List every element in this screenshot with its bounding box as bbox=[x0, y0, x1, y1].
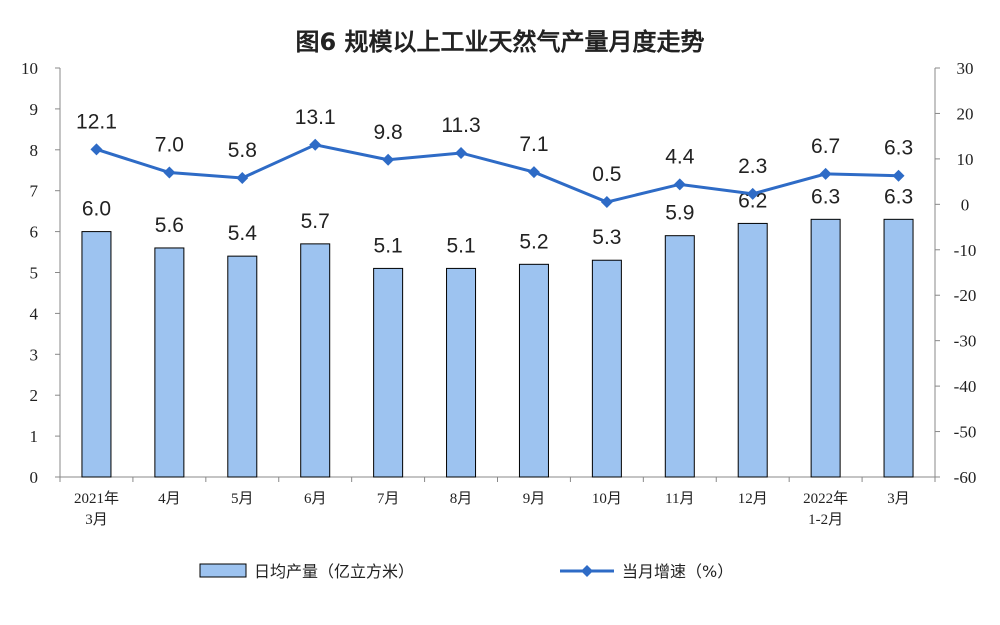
bar bbox=[518, 263, 549, 478]
bar-data-label: 6.0 bbox=[82, 198, 111, 221]
left-tick-label: 2 bbox=[30, 386, 39, 405]
line-data-label: 6.7 bbox=[811, 135, 840, 158]
x-tick-label: 9月 bbox=[523, 491, 546, 507]
left-tick-label: 10 bbox=[21, 59, 38, 78]
line-point-marker bbox=[382, 153, 395, 166]
x-tick-label: 7月 bbox=[377, 491, 400, 507]
x-tick-label: 2021年 bbox=[74, 490, 119, 507]
bar-data-label: 5.7 bbox=[301, 210, 330, 233]
line-data-label: 7.1 bbox=[519, 133, 548, 156]
bar bbox=[81, 231, 112, 478]
line-point-marker bbox=[819, 167, 832, 180]
x-tick-label: 2022年 bbox=[803, 490, 848, 507]
x-tick-label: 12月 bbox=[738, 491, 768, 507]
x-tick-label-line2: 3月 bbox=[85, 512, 108, 528]
line-point-marker bbox=[600, 196, 613, 209]
bar-data-label: 5.4 bbox=[228, 222, 258, 245]
line-point-marker bbox=[309, 138, 322, 151]
bar-data-label: 5.1 bbox=[374, 234, 403, 257]
left-tick-label: 1 bbox=[30, 427, 39, 446]
bar bbox=[373, 267, 404, 478]
left-tick-label: 6 bbox=[30, 223, 39, 242]
legend-line-label: 当月增速（%） bbox=[622, 562, 733, 581]
x-tick-label: 6月 bbox=[304, 491, 327, 507]
legend-bar-label: 日均产量（亿立方米） bbox=[254, 562, 414, 581]
x-tick-label: 3月 bbox=[887, 491, 910, 507]
left-tick-label: 8 bbox=[30, 141, 39, 160]
bar-data-label: 6.3 bbox=[884, 185, 913, 208]
right-tick-label: -50 bbox=[954, 423, 977, 442]
bar-data-label: 6.3 bbox=[811, 185, 840, 208]
left-tick-label: 4 bbox=[30, 304, 39, 323]
line-point-marker bbox=[746, 187, 759, 200]
right-tick-label: 0 bbox=[961, 195, 970, 214]
right-tick-label: 20 bbox=[957, 104, 974, 123]
line-point-marker bbox=[673, 178, 686, 191]
bar bbox=[883, 218, 914, 478]
bar-data-label: 5.6 bbox=[155, 214, 184, 237]
legend-bar-swatch bbox=[199, 563, 247, 578]
bar-data-label: 5.3 bbox=[592, 226, 621, 249]
bar bbox=[591, 259, 622, 478]
right-tick-label: -10 bbox=[954, 241, 977, 260]
x-tick-label: 4月 bbox=[158, 491, 181, 507]
left-tick-label: 0 bbox=[30, 468, 39, 487]
bar-series: 6.0 5.6 5.4 5.7 5.1 5.1 5.2 5.3 5.9 6.2 6.3 6.3 bbox=[81, 185, 914, 478]
x-tick-label: 5月 bbox=[231, 491, 254, 507]
line-point-marker bbox=[163, 166, 176, 179]
line-data-label: 7.0 bbox=[155, 134, 184, 157]
bar bbox=[154, 247, 185, 478]
bar-data-label: 5.2 bbox=[519, 230, 548, 253]
bar bbox=[810, 218, 841, 478]
right-tick-label: -30 bbox=[954, 332, 977, 351]
line-point-marker bbox=[892, 169, 905, 182]
line-data-label: 12.1 bbox=[76, 110, 117, 133]
bar bbox=[664, 235, 695, 478]
x-tick-label-line2: 1-2月 bbox=[808, 512, 843, 528]
legend-line-marker bbox=[581, 565, 593, 577]
left-tick-label: 3 bbox=[30, 345, 39, 364]
right-tick-label: -20 bbox=[954, 286, 977, 305]
right-tick-label: -40 bbox=[954, 377, 977, 396]
left-tick-label: 5 bbox=[30, 264, 39, 283]
x-tick-label: 8月 bbox=[450, 491, 473, 507]
line-data-label: 6.3 bbox=[884, 137, 913, 160]
right-tick-label: 10 bbox=[957, 150, 974, 169]
line-data-label: 2.3 bbox=[738, 155, 767, 178]
bar bbox=[737, 222, 768, 478]
bar bbox=[300, 243, 331, 478]
x-tick-label: 10月 bbox=[592, 491, 622, 507]
line-data-label: 5.8 bbox=[228, 139, 257, 162]
left-tick-label: 7 bbox=[30, 182, 39, 201]
line-point-marker bbox=[527, 166, 540, 179]
line-series: 12.1 7.0 5.8 13.1 9.8 11.3 7.1 0.5 4.4 2.3 6.7 6.3 bbox=[76, 106, 913, 209]
bar-data-label: 5.9 bbox=[665, 202, 694, 225]
line-point-marker bbox=[236, 171, 249, 184]
line-data-label: 0.5 bbox=[592, 163, 621, 186]
line-data-label: 13.1 bbox=[295, 106, 336, 129]
line-data-label: 9.8 bbox=[374, 121, 403, 144]
bar bbox=[446, 267, 477, 478]
x-tick-label: 11月 bbox=[665, 491, 694, 507]
line-data-label: 11.3 bbox=[441, 114, 480, 137]
bar-data-label: 5.1 bbox=[446, 234, 475, 257]
line-point-marker bbox=[455, 146, 468, 159]
right-tick-label: -60 bbox=[954, 468, 977, 487]
legend: 日均产量（亿立方米） 当月增速（%） bbox=[199, 562, 733, 581]
line-point-marker bbox=[90, 143, 103, 156]
chart-title: 图6 规模以上工业天然气产量月度走势 bbox=[295, 28, 704, 56]
right-tick-label: 30 bbox=[957, 59, 974, 78]
bar bbox=[227, 255, 258, 478]
left-tick-label: 9 bbox=[30, 100, 39, 119]
bar-data-label: 6.2 bbox=[738, 189, 767, 212]
series-line bbox=[96, 143, 899, 204]
axes: 0 1 2 3 4 5 6 7 8 9 10 -60 -50 -40 -30 -20 -10 0 10 20 30 202… bbox=[21, 59, 976, 528]
line-data-label: 4.4 bbox=[665, 145, 695, 168]
